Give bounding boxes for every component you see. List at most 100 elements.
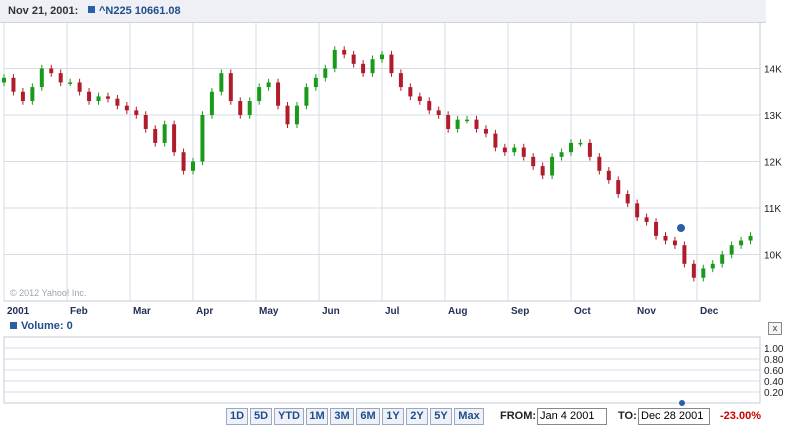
range-5d-button[interactable]: 5D bbox=[250, 408, 272, 425]
copyright-text: © 2012 Yahoo! Inc. bbox=[10, 288, 86, 298]
y-tick-label: 11K bbox=[764, 204, 781, 215]
candle-body bbox=[635, 203, 640, 218]
range-2y-button[interactable]: 2Y bbox=[406, 408, 428, 425]
to-date-field[interactable]: Dec 28 2001 bbox=[638, 408, 710, 425]
x-tick-label: Oct bbox=[574, 306, 591, 317]
range-ytd-button[interactable]: YTD bbox=[274, 408, 304, 425]
event-marker[interactable] bbox=[677, 224, 685, 232]
candle-body bbox=[408, 87, 413, 97]
range-controls: 1D 5D YTD 1M 3M 6M 1Y 2Y 5Y Max FROM: Ja… bbox=[0, 408, 808, 429]
candle-body bbox=[11, 77, 16, 92]
candle-body bbox=[502, 147, 507, 153]
candle-body bbox=[370, 59, 375, 74]
range-1y-button[interactable]: 1Y bbox=[382, 408, 404, 425]
volume-header: Volume: 0 bbox=[0, 320, 808, 336]
volume-y-tick-label: 0.60 bbox=[764, 366, 784, 377]
candle-body bbox=[389, 54, 394, 74]
candle-body bbox=[512, 147, 517, 153]
candle-body bbox=[304, 87, 309, 106]
candle-body bbox=[143, 115, 148, 129]
candle-body bbox=[332, 49, 337, 69]
candle-body bbox=[115, 98, 120, 106]
candle-body bbox=[521, 147, 526, 157]
candle-body bbox=[587, 142, 592, 157]
candle-body bbox=[398, 73, 403, 88]
y-tick-label: 10K bbox=[764, 251, 782, 262]
candle-body bbox=[625, 194, 630, 204]
candle-body bbox=[285, 105, 290, 125]
candle-body bbox=[313, 77, 318, 88]
candle-body bbox=[153, 128, 158, 143]
candle-body bbox=[342, 49, 347, 55]
candle-body bbox=[729, 245, 734, 255]
candle-body bbox=[578, 142, 583, 145]
x-axis-labels: 2001 Feb Mar Apr May Jun Jul Aug Sep Oct Nov Dec bbox=[7, 306, 719, 317]
candle-body bbox=[720, 254, 725, 264]
candle-body bbox=[380, 54, 384, 60]
candle-body bbox=[483, 128, 488, 134]
candle-body bbox=[20, 91, 25, 102]
y-tick-label: 13K bbox=[764, 111, 782, 122]
candle-body bbox=[266, 82, 271, 88]
candle-body bbox=[701, 268, 706, 278]
candle-body bbox=[691, 263, 696, 278]
candle-body bbox=[181, 152, 186, 171]
candle-body bbox=[493, 133, 498, 148]
legend-label: ^N225 10661.08 bbox=[99, 5, 181, 17]
candle-body bbox=[455, 119, 460, 129]
candle-body bbox=[682, 245, 687, 264]
legend-entry: ^N225 10661.08 bbox=[88, 5, 181, 17]
candle-body bbox=[257, 87, 262, 102]
range-5y-button[interactable]: 5Y bbox=[430, 408, 452, 425]
candle-body bbox=[672, 240, 677, 246]
candle-body bbox=[550, 156, 555, 176]
chart-header: Nov 21, 2001: ^N225 10661.08 bbox=[0, 0, 766, 23]
x-tick-label: Nov bbox=[637, 306, 656, 317]
candle-body bbox=[276, 82, 281, 106]
candle-body bbox=[361, 63, 366, 74]
date-readout: Nov 21, 2001: bbox=[8, 5, 79, 17]
candle-body bbox=[228, 73, 233, 102]
volume-y-tick-label: 0.80 bbox=[764, 355, 784, 366]
from-date-field[interactable]: Jan 4 2001 bbox=[537, 408, 607, 425]
candle-body bbox=[616, 180, 621, 195]
candle-body bbox=[427, 101, 432, 111]
candle-body bbox=[105, 96, 110, 99]
volume-y-tick-label: 0.40 bbox=[764, 377, 784, 388]
range-1d-button[interactable]: 1D bbox=[226, 408, 248, 425]
candle-body bbox=[172, 124, 177, 153]
y-axis-labels: 10K 11K 12K 13K 14K bbox=[764, 65, 782, 262]
candle-body bbox=[134, 110, 139, 115]
legend-swatch-icon bbox=[88, 6, 95, 13]
close-volume-button[interactable]: x bbox=[768, 322, 782, 335]
x-tick-label: 2001 bbox=[7, 306, 30, 317]
candle-body bbox=[748, 235, 753, 241]
from-label: FROM: bbox=[500, 410, 537, 422]
candle-body bbox=[654, 221, 659, 236]
candle-body bbox=[436, 110, 441, 115]
candle-body bbox=[39, 68, 44, 88]
range-1m-button[interactable]: 1M bbox=[306, 408, 328, 425]
y-tick-label: 14K bbox=[764, 65, 782, 76]
x-tick-label: Feb bbox=[70, 306, 88, 317]
candle-body bbox=[417, 96, 422, 102]
candle-body bbox=[644, 217, 649, 222]
range-6m-button[interactable]: 6M bbox=[356, 408, 380, 425]
volume-grid bbox=[4, 347, 760, 393]
candle-body bbox=[162, 124, 167, 143]
x-tick-label: Sep bbox=[511, 306, 529, 317]
x-tick-label: Jul bbox=[385, 306, 400, 317]
range-max-button[interactable]: Max bbox=[454, 408, 484, 425]
range-3m-button[interactable]: 3M bbox=[330, 408, 354, 425]
candle-body bbox=[124, 105, 129, 111]
candle-body bbox=[569, 142, 573, 153]
to-label: TO: bbox=[618, 410, 637, 422]
volume-y-axis-labels: 0.200.400.600.801.00 bbox=[764, 344, 784, 399]
volume-y-tick-label: 0.20 bbox=[764, 388, 784, 399]
candle-body bbox=[465, 119, 470, 122]
percent-change: -23.00% bbox=[720, 410, 761, 422]
candle-body bbox=[663, 235, 668, 241]
candle-body bbox=[351, 54, 356, 64]
candle-body bbox=[30, 87, 35, 102]
